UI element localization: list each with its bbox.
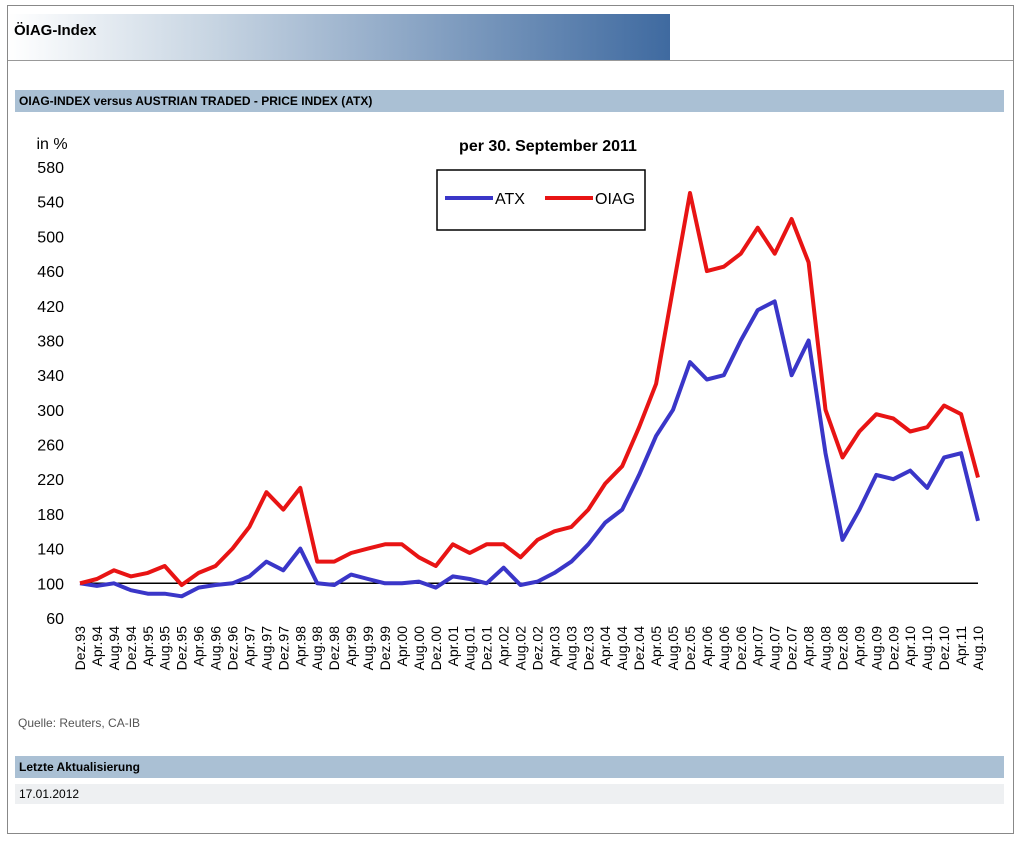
x-tick-label: Aug.06 <box>716 626 732 671</box>
x-tick-label: Aug.02 <box>513 626 529 671</box>
x-tick-label: Apr.09 <box>851 626 867 667</box>
x-tick-label: Dez.06 <box>733 626 749 671</box>
x-tick-label: Dez.02 <box>529 626 545 671</box>
x-tick-label: Aug.95 <box>157 626 173 671</box>
y-tick-label: 580 <box>37 160 64 177</box>
x-tick-label: Aug.03 <box>563 626 579 671</box>
legend-label: ATX <box>495 191 525 208</box>
update-label: Letzte Aktualisierung <box>15 756 1004 778</box>
x-tick-label: Apr.08 <box>801 626 817 667</box>
y-tick-label: 220 <box>37 472 64 489</box>
source: Quelle: Reuters, CA-IB <box>18 716 141 730</box>
x-tick-label: Dez.01 <box>479 626 495 671</box>
x-tick-label: Dez.97 <box>275 626 291 671</box>
chart: in % per 30. September 2011 60 100 140 180 2… <box>36 136 986 671</box>
x-tick-label: Apr.95 <box>140 626 156 667</box>
x-tick-label: Dez.00 <box>428 626 444 671</box>
y-tick-label: 100 <box>37 576 64 593</box>
y-tick-label: 60 <box>46 611 64 628</box>
x-tick-label: Apr.97 <box>241 626 257 667</box>
x-tick-label: Aug.98 <box>309 626 325 671</box>
x-tick-label: Apr.02 <box>496 626 512 667</box>
x-tick-label: Aug.04 <box>614 626 630 671</box>
x-tick-label: Apr.94 <box>89 626 105 667</box>
x-tick-label: Dez.07 <box>784 626 800 671</box>
x-tick-label: Apr.06 <box>699 626 715 667</box>
x-tick-label: Aug.96 <box>208 626 224 671</box>
legend-label: OIAG <box>595 191 635 208</box>
header-title: ÖIAG-Index <box>14 22 97 39</box>
x-tick-label: Dez.05 <box>682 626 698 671</box>
y-tick-label: 500 <box>37 229 64 246</box>
x-tick-label: Apr.98 <box>292 626 308 667</box>
x-tick-label: Apr.96 <box>191 626 207 667</box>
x-tick-label: Dez.04 <box>631 626 647 671</box>
chart-title: per 30. September 2011 <box>459 138 637 155</box>
x-tick-label: Dez.99 <box>377 626 393 671</box>
x-tick-label: Apr.01 <box>445 626 461 667</box>
x-tick-label: Apr.04 <box>597 626 613 667</box>
x-tick-label: Aug.00 <box>411 626 427 671</box>
x-tick-label: Dez.95 <box>174 626 190 671</box>
x-tick-label: Aug.01 <box>462 626 478 671</box>
section-title: OIAG-INDEX versus AUSTRIAN TRADED - PRIC… <box>15 90 1004 112</box>
frame <box>7 5 1014 834</box>
y-tick-label: 380 <box>37 333 64 350</box>
y-tick-label: 420 <box>37 299 64 316</box>
x-tick-label: Dez.94 <box>123 626 139 671</box>
x-tick-label: Apr.11 <box>953 626 969 666</box>
y-tick-label: 340 <box>37 368 64 385</box>
x-tick-label: Dez.98 <box>326 626 342 671</box>
x-tick-label: Dez.03 <box>580 626 596 671</box>
x-tick-label: Apr.10 <box>902 626 918 667</box>
y-tick-label: 540 <box>37 195 64 212</box>
x-tick-label: Apr.00 <box>394 626 410 667</box>
y-tick-label: 140 <box>37 542 64 559</box>
x-tick-label: Aug.07 <box>767 626 783 671</box>
x-tick-label: Aug.94 <box>106 626 122 671</box>
x-tick-label: Aug.10 <box>919 626 935 671</box>
x-tick-label: Apr.03 <box>546 626 562 667</box>
x-tick-label: Dez.10 <box>936 626 952 671</box>
x-tick-label: Aug.99 <box>360 626 376 671</box>
divider <box>8 60 1013 61</box>
x-tick-label: Apr.07 <box>750 626 766 667</box>
x-tick-label: Dez.08 <box>834 626 850 671</box>
x-tick-label: Aug.08 <box>818 626 834 671</box>
y-tick-label: 460 <box>37 264 64 281</box>
x-tick-label: Aug.10 <box>970 626 986 671</box>
y-axis-label: in % <box>36 136 67 153</box>
x-tick-label: Aug.09 <box>868 626 884 671</box>
header: ÖIAG-Index <box>8 14 670 60</box>
x-tick-label: Aug.97 <box>258 626 274 671</box>
x-tick-label: Aug.05 <box>665 626 681 671</box>
x-tick-label: Apr.05 <box>648 626 664 667</box>
y-tick-label: 260 <box>37 438 64 455</box>
y-tick-label: 180 <box>37 507 64 524</box>
update-date: 17.01.2012 <box>15 784 1004 804</box>
series-line <box>79 191 980 587</box>
x-tick-label: Dez.96 <box>224 626 240 671</box>
x-tick-label: Apr.99 <box>343 626 359 667</box>
y-tick-label: 300 <box>37 403 64 420</box>
series-line <box>79 299 980 599</box>
x-tick-label: Dez.09 <box>885 626 901 671</box>
x-tick-label: Dez.93 <box>72 626 88 671</box>
